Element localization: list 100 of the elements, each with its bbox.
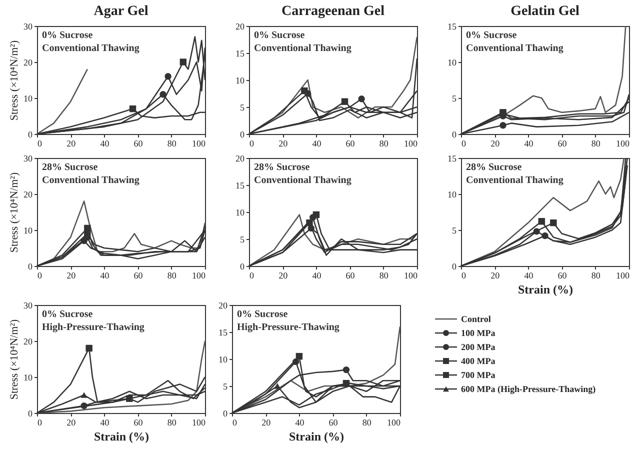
x-tick-label: 80: [379, 138, 389, 148]
x-tick-label: 60: [134, 418, 144, 428]
annotation: 0% Sucrose: [237, 309, 288, 320]
annotation: 0% Sucrose: [254, 30, 306, 41]
x-tick-label: 60: [558, 138, 568, 148]
x-tick-label: 40: [524, 138, 534, 148]
y-tick-label: 0: [223, 408, 228, 418]
y-tick-label: 10: [236, 76, 245, 86]
x-tick-label: 20: [262, 418, 272, 428]
annotation: Conventional Thawing: [42, 175, 140, 186]
y-tick-label: 15: [448, 22, 457, 32]
annotation: 28% Sucrose: [42, 162, 98, 173]
y-tick-label: 15: [236, 180, 245, 190]
y-tick-label: 20: [236, 22, 245, 32]
x-tick-label: 40: [295, 418, 305, 428]
x-tick-label: 20: [66, 138, 76, 148]
y-tick-label: 0: [452, 262, 457, 272]
x-tick-label: 60: [134, 270, 144, 280]
x-tick-label: 80: [167, 270, 177, 280]
y-tick-label: 20: [24, 190, 33, 200]
y-tick-label: 20: [218, 300, 228, 310]
x-tick-label: 100: [616, 138, 630, 148]
legend-label: 600 MPa (High-Pressure-Thawing): [461, 384, 596, 394]
x-tick-label: 40: [312, 270, 322, 280]
y-axis-title: Stress (×10⁴N/m²): [8, 319, 20, 400]
annotation: Conventional Thawing: [466, 175, 564, 186]
x-tick-label: 100: [387, 418, 401, 428]
x-tick-label: 80: [362, 418, 372, 428]
annotation: 0% Sucrose: [42, 309, 94, 320]
x-tick-label: 40: [100, 138, 110, 148]
x-tick-label: 60: [328, 418, 338, 428]
y-tick-label: 15: [236, 48, 245, 58]
x-tick-label: 60: [134, 138, 144, 148]
x-tick-label: 40: [524, 270, 534, 280]
y-tick-label: 0: [28, 262, 33, 272]
x-tick-label: 0: [38, 138, 42, 148]
legend-label: Control: [461, 314, 492, 324]
x-tick-label: 100: [404, 270, 418, 280]
y-tick-label: 10: [24, 372, 33, 382]
x-tick-label: 80: [591, 270, 601, 280]
x-tick-label: 20: [278, 270, 288, 280]
x-tick-label: 0: [462, 138, 466, 148]
y-tick-label: 0: [452, 130, 457, 140]
y-tick-label: 10: [24, 226, 33, 236]
x-tick-label: 20: [66, 418, 76, 428]
annotation: High-Pressure-Thawing: [42, 322, 144, 333]
x-tick-label: 60: [558, 270, 568, 280]
x-tick-label: 100: [192, 270, 206, 280]
annotation: Conventional Thawing: [254, 43, 352, 54]
annotation: 0% Sucrose: [466, 30, 518, 41]
x-tick-label: 40: [100, 418, 110, 428]
x-tick-label: 20: [490, 270, 500, 280]
y-tick-label: 10: [218, 354, 228, 364]
x-tick-label: 20: [490, 138, 500, 148]
x-tick-label: 0: [250, 270, 254, 280]
y-tick-label: 5: [452, 94, 457, 104]
x-tick-label: 80: [167, 138, 177, 148]
annotation: 28% Sucrose: [254, 162, 310, 173]
y-tick-label: 5: [240, 234, 245, 244]
x-tick-label: 20: [278, 138, 288, 148]
x-axis-title: Strain (%): [94, 430, 149, 444]
y-tick-label: 0: [28, 408, 33, 418]
y-axis-title: Stress (×10⁴N/m²): [8, 40, 20, 121]
x-tick-label: 80: [379, 270, 389, 280]
annotation: High-Pressure-Thawing: [237, 322, 340, 333]
y-tick-label: 0: [240, 262, 245, 272]
y-tick-label: 20: [24, 336, 33, 346]
legend-label: 100 MPa: [461, 328, 496, 338]
y-tick-label: 15: [448, 154, 457, 164]
legend-label: 200 MPa: [461, 342, 496, 352]
x-axis-title: Strain (%): [289, 430, 344, 444]
y-tick-label: 5: [240, 102, 245, 112]
chart-title: Agar Gel: [94, 4, 148, 19]
y-tick-label: 20: [24, 58, 33, 68]
y-axis-title: Stress (×10⁴N/m²): [8, 172, 20, 253]
y-tick-label: 10: [448, 190, 457, 200]
x-tick-label: 80: [591, 138, 601, 148]
x-tick-label: 0: [38, 270, 42, 280]
y-tick-label: 5: [452, 226, 457, 236]
x-tick-label: 100: [192, 138, 206, 148]
annotation: Conventional Thawing: [42, 43, 140, 54]
annotation: 28% Sucrose: [466, 162, 522, 173]
y-tick-label: 15: [218, 328, 228, 338]
y-tick-label: 10: [448, 58, 457, 68]
x-tick-label: 100: [616, 270, 630, 280]
x-tick-label: 0: [38, 418, 42, 428]
legend-label: 400 MPa: [461, 356, 496, 366]
annotation: Conventional Thawing: [254, 175, 352, 186]
annotation: 0% Sucrose: [42, 30, 94, 41]
y-tick-label: 0: [240, 130, 245, 140]
y-tick-label: 20: [236, 154, 245, 164]
x-tick-label: 100: [192, 418, 206, 428]
y-tick-label: 30: [24, 154, 33, 164]
y-tick-label: 0: [28, 130, 33, 140]
x-tick-label: 20: [66, 270, 76, 280]
x-tick-label: 80: [167, 418, 177, 428]
y-tick-label: 30: [24, 300, 33, 310]
x-tick-label: 0: [250, 138, 254, 148]
chart-title: Gelatin Gel: [510, 4, 580, 19]
x-axis-title: Strain (%): [518, 282, 573, 296]
